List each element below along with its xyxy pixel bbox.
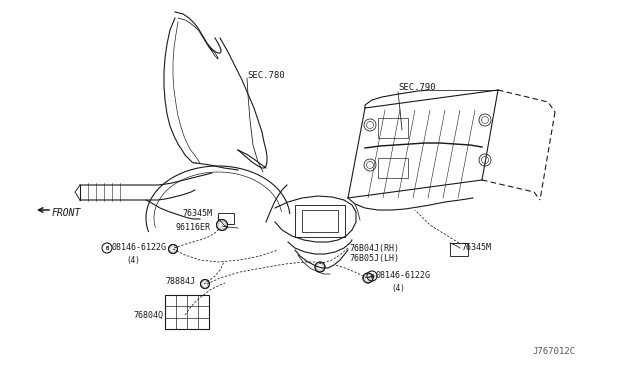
Text: B: B xyxy=(106,246,109,250)
Text: SEC.790: SEC.790 xyxy=(398,83,436,93)
Circle shape xyxy=(363,273,373,283)
Bar xyxy=(378,118,408,138)
Text: 76B05J(LH): 76B05J(LH) xyxy=(349,254,399,263)
Text: (4): (4) xyxy=(126,256,140,264)
Bar xyxy=(378,158,408,178)
Circle shape xyxy=(170,247,175,251)
Text: 08146-6122G: 08146-6122G xyxy=(111,244,166,253)
Circle shape xyxy=(365,275,371,281)
Circle shape xyxy=(216,219,227,231)
Bar xyxy=(302,210,338,232)
Text: (4): (4) xyxy=(391,283,405,292)
Text: FRONT: FRONT xyxy=(52,208,81,218)
Text: 76345M: 76345M xyxy=(182,208,212,218)
Bar xyxy=(295,205,345,237)
Circle shape xyxy=(168,244,177,253)
Circle shape xyxy=(317,264,323,270)
Circle shape xyxy=(315,262,325,272)
Text: 08146-6122G: 08146-6122G xyxy=(376,272,431,280)
Bar xyxy=(450,243,468,256)
Bar xyxy=(218,213,234,224)
Text: 96116ER: 96116ER xyxy=(176,224,211,232)
Circle shape xyxy=(202,282,207,286)
Text: B: B xyxy=(371,273,374,279)
Text: J767012C: J767012C xyxy=(532,347,575,356)
Text: 76B04J(RH): 76B04J(RH) xyxy=(349,244,399,253)
Bar xyxy=(165,295,209,329)
Text: SEC.780: SEC.780 xyxy=(247,71,285,80)
Circle shape xyxy=(200,279,209,289)
Text: 76345M: 76345M xyxy=(461,244,491,253)
Text: 78884J: 78884J xyxy=(165,278,195,286)
Text: 76804Q: 76804Q xyxy=(133,311,163,320)
Circle shape xyxy=(219,222,225,228)
